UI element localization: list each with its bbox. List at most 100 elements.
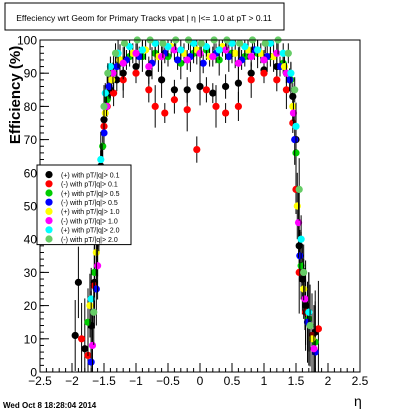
y-tick-label: 30 bbox=[24, 266, 38, 280]
data-point bbox=[145, 62, 153, 71]
data-point bbox=[145, 86, 153, 94]
data-point bbox=[170, 96, 178, 104]
data-point bbox=[103, 96, 111, 104]
data-point bbox=[234, 59, 242, 67]
data-point bbox=[199, 59, 207, 67]
data-point bbox=[120, 39, 129, 47]
data-point bbox=[90, 268, 98, 276]
data-point bbox=[279, 49, 287, 57]
data-point bbox=[212, 102, 220, 110]
data-point bbox=[196, 49, 204, 57]
data-point bbox=[254, 46, 262, 54]
data-point bbox=[222, 46, 230, 54]
data-point bbox=[247, 53, 255, 61]
data-point bbox=[87, 295, 95, 303]
data-point bbox=[90, 308, 98, 316]
data-point bbox=[109, 69, 117, 77]
legend-label: (+) with pT/|q|> 0.1 bbox=[61, 172, 120, 179]
data-point bbox=[215, 46, 223, 54]
data-point bbox=[101, 89, 109, 97]
data-point bbox=[273, 49, 281, 57]
legend-box bbox=[36, 164, 132, 246]
x-tick-label: 1 bbox=[261, 374, 268, 388]
data-point bbox=[101, 109, 109, 117]
data-point bbox=[99, 142, 107, 150]
legend-label: (-) with pT/|q|> 2.0 bbox=[61, 237, 118, 244]
data-point bbox=[151, 102, 159, 110]
data-point bbox=[284, 49, 292, 57]
data-point bbox=[183, 106, 191, 114]
data-point bbox=[209, 89, 217, 97]
data-point bbox=[260, 69, 268, 77]
data-point bbox=[300, 268, 308, 276]
data-point bbox=[190, 39, 198, 47]
data-point bbox=[293, 202, 301, 210]
data-point bbox=[314, 325, 322, 333]
data-point bbox=[170, 46, 178, 54]
data-point bbox=[296, 252, 304, 260]
data-point bbox=[196, 82, 204, 91]
data-point bbox=[177, 46, 185, 54]
data-point bbox=[222, 82, 230, 91]
data-point bbox=[228, 39, 236, 47]
title-box bbox=[4, 2, 285, 31]
data-point bbox=[111, 49, 120, 57]
data-point bbox=[234, 79, 242, 87]
legend-marker bbox=[45, 180, 53, 188]
data-point bbox=[295, 185, 303, 193]
timestamp: Wed Oct 8 18:28:04 2014 bbox=[3, 401, 97, 410]
y-tick-label: 90 bbox=[24, 67, 38, 81]
data-point bbox=[193, 145, 201, 154]
y-tick-label: 60 bbox=[24, 166, 38, 180]
data-point bbox=[202, 43, 210, 51]
legend-label: (-) with pT/|q|> 0.1 bbox=[61, 182, 118, 189]
data-point bbox=[298, 275, 306, 283]
axes: −2.5 −2 −1.5 −1 −0.5 0 0.5 1 1.5 2 2.5 0 10 20 30 40 50 6… bbox=[17, 34, 369, 389]
data-point bbox=[164, 43, 172, 51]
data-point bbox=[126, 43, 134, 51]
data-point bbox=[104, 69, 112, 77]
data-point bbox=[97, 155, 105, 164]
data-point bbox=[247, 76, 255, 84]
data-point bbox=[273, 76, 281, 84]
y-tick-label: 40 bbox=[24, 233, 38, 247]
data-point bbox=[308, 335, 316, 343]
data-point bbox=[292, 149, 300, 157]
data-point bbox=[310, 345, 318, 353]
y-tick-label: 80 bbox=[24, 100, 38, 114]
data-marks bbox=[71, 36, 322, 372]
legend-label: (-) with pT/|q|> 1.0 bbox=[61, 218, 118, 225]
data-point bbox=[158, 76, 166, 84]
legend-label: (+) with pT/|q|> 0.5 bbox=[61, 191, 120, 198]
data-point bbox=[202, 86, 210, 94]
data-point bbox=[132, 49, 140, 57]
data-point bbox=[105, 82, 113, 91]
data-point bbox=[231, 49, 239, 57]
chart-title: Effeciency wrt Geom for Primary Tracks v… bbox=[16, 13, 272, 23]
x-tick-label: −0.5 bbox=[156, 374, 180, 388]
legend-marker bbox=[45, 198, 53, 206]
data-point bbox=[108, 76, 116, 84]
data-point bbox=[92, 285, 100, 293]
data-point bbox=[289, 109, 298, 117]
data-point bbox=[100, 102, 108, 110]
legend-label: (-) with pT/|q|> 0.5 bbox=[61, 200, 118, 207]
legend-marker bbox=[45, 189, 53, 197]
x-tick-label: 2.5 bbox=[352, 374, 369, 388]
x-tick-label: 2 bbox=[325, 374, 332, 388]
data-point bbox=[138, 46, 146, 54]
data-point bbox=[222, 109, 230, 117]
data-point bbox=[161, 109, 169, 117]
y-tick-label: 70 bbox=[24, 133, 38, 147]
data-point bbox=[74, 278, 82, 286]
x-tick-label: −2 bbox=[65, 374, 79, 388]
data-point bbox=[297, 262, 305, 270]
data-point bbox=[292, 122, 300, 130]
data-point bbox=[236, 39, 244, 47]
legend-label: (+) with pT/|q|> 2.0 bbox=[61, 228, 120, 235]
y-axis-label: Efficiency (%) bbox=[7, 46, 24, 144]
data-point bbox=[286, 76, 294, 84]
data-point bbox=[106, 62, 114, 71]
data-point bbox=[132, 69, 140, 77]
